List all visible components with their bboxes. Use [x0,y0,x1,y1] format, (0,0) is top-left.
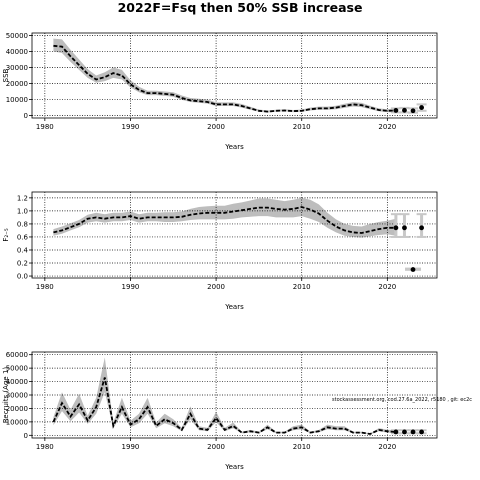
f-panel: 1980 1990 2000 2010 2020 0.0 0.2 0.4 0.6 0.8 1.0 1.… [2,191,438,311]
recruits-axes: 1980 1990 2000 2010 2020 0 10000 20000 30000 4000… [6,351,438,451]
recruits-x-tick-label: 2000 [207,443,225,451]
recruits-y-axis-label: Recruits (Age 1) [2,367,10,424]
ssb-y-axis-label: SSB [2,68,10,82]
f-axes-frame [31,191,438,279]
recruits-x-axis-label: Years [224,463,244,471]
f-axes: 1980 1990 2000 2010 2020 0.0 0.2 0.4 0.6 0.8 1.0 1.… [17,191,438,291]
ssb-panel: 1980 1990 2000 2010 2020 0 10000 20000 30000 4000… [2,32,438,151]
recruits-y-tick-label: 20000 [6,405,28,413]
f-forecast-point [402,225,407,231]
f-y-axis-label: F₂₋₅ [2,228,10,242]
recruits-forecast-point [410,429,416,435]
ssb-x-tick-label: 2010 [293,123,311,131]
f-y-tick-label: 0.2 [17,260,28,268]
ssb-forecast-point [419,105,424,110]
ssb-y-tick-label: 50000 [6,32,28,40]
ssb-x-tick-label: 2020 [378,123,396,131]
f-y-tick-label: 0.4 [17,246,29,254]
f-forecast-point [419,225,424,231]
f-estimate-line [53,206,396,234]
recruits-y-tick-label: 60000 [6,351,28,359]
recruits-x-tick-label: 2010 [293,443,311,451]
recruits-ci-band [53,357,396,435]
recruits-forecast-point [393,429,399,435]
recruits-grid [32,352,437,438]
f-x-tick-label: 2020 [378,283,396,291]
f-x-tick-label: 1990 [122,283,140,291]
ssb-forecast-point [410,108,416,114]
recruits-estimate-line [52,377,396,435]
ssb-forecast [390,103,427,114]
recruits-forecast-point [402,429,407,435]
ssb-axes-frame [31,32,438,119]
recruits-y-tick-label: 10000 [6,418,28,426]
recruits-panel: 1980 1990 2000 2010 2020 0 10000 20000 30000 4000… [2,351,472,471]
f-x-tick-label: 2000 [207,283,225,291]
figure-title: 2022F=Fsq then 50% SSB increase [118,0,363,15]
recruits-ci-band-area [53,357,396,435]
f-y-tick-label: 1.0 [17,207,28,215]
ssb-x-tick-label: 1990 [122,123,140,131]
ssb-y-tick-label: 10000 [6,96,28,104]
recruits-x-tick-label: 1980 [36,443,54,451]
ssb-forecast-point [393,108,399,113]
ssb-x-tick-label: 1980 [36,123,54,131]
ssb-grid [32,33,437,118]
f-x-tick-label: 2010 [293,283,311,291]
f-forecast-point [393,225,399,231]
f-x-tick-label: 1980 [36,283,54,291]
recruits-forecast [390,429,427,435]
recruits-y-tick-label: 40000 [6,378,28,386]
recruits-y-tick-label: 30000 [6,392,28,400]
recruits-x-tick-label: 2020 [378,443,396,451]
ssb-y-tick-label: 30000 [6,64,28,72]
ssb-x-tick-label: 2000 [207,123,225,131]
f-grid [32,192,437,278]
ssb-x-axis-label: Years [224,143,244,151]
ssb-axes: 1980 1990 2000 2010 2020 0 10000 20000 30000 4000… [6,32,438,131]
ssb-series [53,44,396,113]
ssb-forecast-point [402,107,407,113]
f-y-tick-label: 0.6 [17,233,29,241]
ssb-ci-band [53,38,396,113]
recruits-forecast-point [419,429,424,435]
f-extra-point [410,267,416,272]
ssb-y-tick-label: 20000 [6,80,28,88]
ssb-ci-band-area [53,38,396,113]
ssb-y-tick-label: 40000 [6,48,28,56]
recruits-series [52,377,396,435]
f-y-tick-label: 0.8 [17,220,28,228]
f-ci-band [53,197,396,238]
source-annotation: stockassessment.org, cod.27.6a_2022, r51… [332,397,472,403]
f-y-tick-label: 1.2 [17,194,28,202]
f-series [53,206,396,234]
f-x-axis-label: Years [224,303,244,311]
recruits-y-tick-label: 0 [24,432,28,440]
recruits-x-tick-label: 1990 [122,443,140,451]
f-forecast [390,213,427,272]
ssb-estimate-line [53,44,396,113]
f-y-tick-label: 0.0 [17,273,28,281]
f-ci-band-area [53,197,396,238]
recruits-y-tick-label: 50000 [6,365,28,373]
ssb-y-tick-label: 0 [24,112,28,120]
